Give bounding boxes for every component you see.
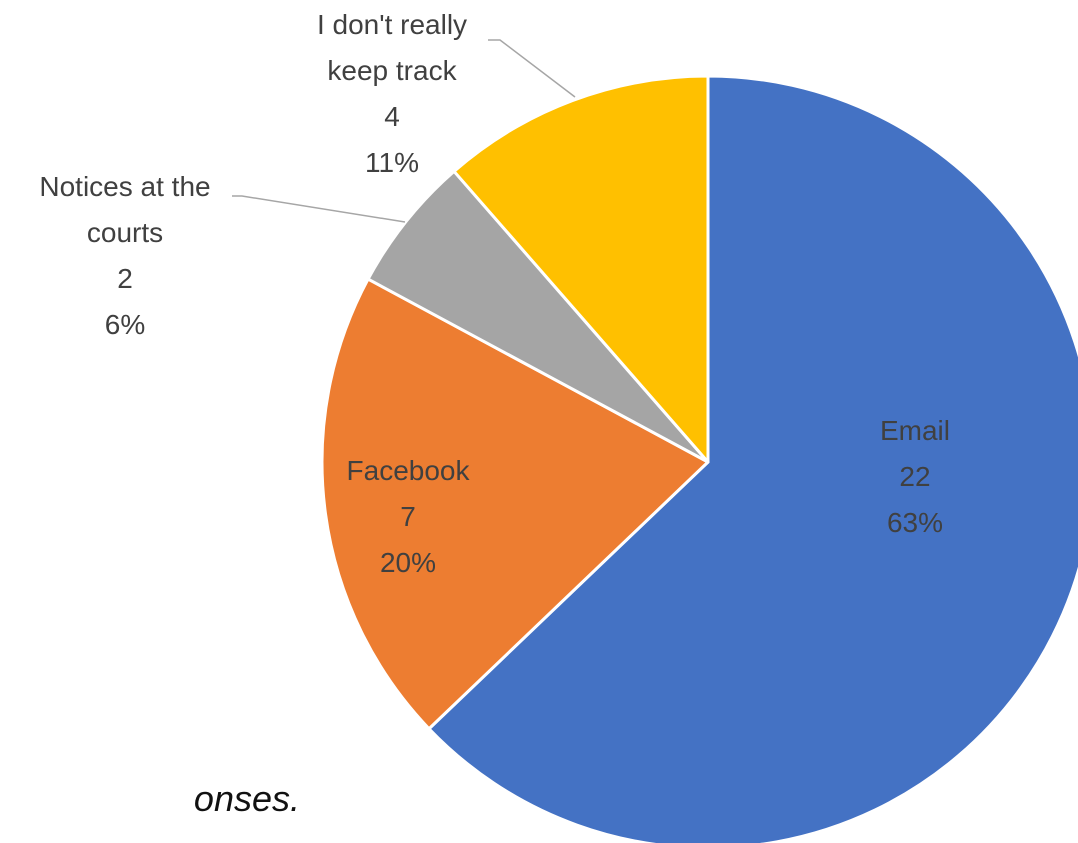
data-label-facebook: Facebook 7 20%: [347, 455, 471, 578]
data-label-notices-at-the-courts: Notices at the courts 2 6%: [39, 171, 210, 340]
data-labels: Email 22 63% Facebook 7 20% Notices at the cour…: [39, 9, 950, 578]
data-label-i-don-t-really-keep-track: I don't really keep track 4 11%: [317, 9, 467, 178]
footnote-text: onses.: [193, 778, 300, 819]
pie-slice-email: [427, 74, 1078, 843]
pie-slice-i-don-t-really-keep-track: [452, 74, 710, 464]
pie-slices: [320, 74, 1078, 843]
pie-slice-facebook: [320, 277, 710, 731]
pie-slice-notices-at-the-courts: [366, 169, 710, 464]
leader-line: [232, 195, 406, 223]
leader-lines: [232, 39, 576, 223]
leader-line: [488, 39, 576, 98]
data-label-email: Email 22 63%: [880, 415, 950, 538]
